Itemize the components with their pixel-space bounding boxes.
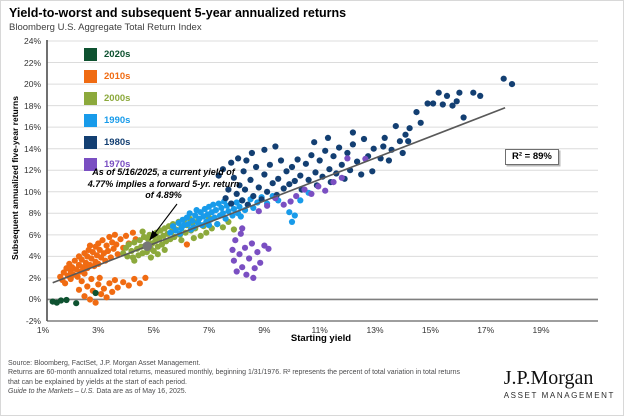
source-line-4: Guide to the Markets – U.S. Data are as … (8, 388, 187, 396)
legend-swatch (84, 48, 97, 61)
y-tick-label: 16% (23, 122, 41, 133)
legend-label: 2020s (104, 49, 131, 60)
legend-item-1970s: 1970s (84, 158, 130, 171)
legend-item-1990s: 1990s (84, 114, 130, 127)
y-tick-label: 6% (28, 229, 41, 240)
legend-swatch (84, 70, 97, 83)
y-tick-label: 12% (23, 165, 41, 176)
x-tick-label: 7% (202, 325, 216, 335)
y-axis-title: Subsequent annualized five-year returns (10, 96, 20, 260)
legend-swatch (84, 136, 97, 149)
legend-label: 1990s (104, 115, 131, 126)
legend-label: 1970s (104, 159, 131, 170)
y-tick-label: 20% (23, 79, 41, 90)
trend-line-layer (52, 106, 506, 284)
legend-swatch (84, 158, 97, 171)
y-tick-label: 2% (28, 272, 41, 283)
y-tick-label: 4% (28, 251, 41, 262)
x-tick-label: 15% (421, 325, 439, 335)
legend-item-2010s: 2010s (84, 70, 130, 83)
x-tick-label: 13% (366, 325, 384, 335)
jpmorgan-logo: J.P.Morgan ASSET MANAGEMENT (504, 367, 615, 400)
r-squared-badge: R² = 89% (505, 149, 559, 165)
source-line-1: Source: Bloomberg, FactSet, J.P. Morgan … (8, 360, 201, 367)
y-tick-label: 18% (23, 100, 41, 111)
x-tick-label: 17% (477, 325, 495, 335)
x-tick-label: 19% (532, 325, 550, 335)
y-tick-label: 10% (23, 186, 41, 197)
legend-item-2020s: 2020s (84, 48, 130, 61)
y-tick-label: 8% (28, 208, 41, 219)
source-line-2: Returns are 60-month annualized total re… (8, 369, 461, 377)
y-tick-label: 14% (23, 143, 41, 154)
x-axis-title: Starting yield (290, 333, 352, 344)
legend-label: 1980s (104, 137, 131, 148)
legend-label: 2000s (104, 93, 131, 104)
source-note: Source: Bloomberg, FactSet, J.P. Morgan … (8, 359, 488, 397)
legend-swatch (84, 92, 97, 105)
legend-swatch (84, 114, 97, 127)
legend-item-2000s: 2000s (84, 92, 130, 105)
current-yield-annotation: As of 5/16/2025, a current yield of 4.77… (87, 167, 240, 200)
chart-subtitle: Bloomberg U.S. Aggregate Total Return In… (9, 22, 202, 33)
x-tick-label: 9% (258, 325, 271, 335)
gridlines (46, 40, 598, 322)
x-tick-label: 11% (311, 325, 328, 335)
legend-item-1980s: 1980s (84, 136, 130, 149)
legend-label: 2010s (104, 71, 131, 82)
x-tick-label: 1% (36, 325, 50, 335)
page-title: Yield-to-worst and subsequent 5-year ann… (9, 6, 347, 20)
y-tick-label: 22% (23, 57, 41, 68)
y-tick-label: -2% (25, 316, 41, 326)
chart-legend: 2020s 2010s 2000s 1990s 1980s 1970s (84, 48, 130, 180)
x-tick-label: 5% (147, 325, 160, 335)
y-tick-label: 0% (28, 294, 41, 305)
jpmorgan-wordmark: J.P.Morgan (503, 367, 594, 389)
y-tick-label: 24% (23, 36, 41, 46)
asset-management-label: ASSET MANAGEMENT (503, 391, 615, 400)
x-tick-label: 3% (92, 325, 105, 335)
source-line-3: that can be explained by yields at the s… (8, 378, 188, 386)
